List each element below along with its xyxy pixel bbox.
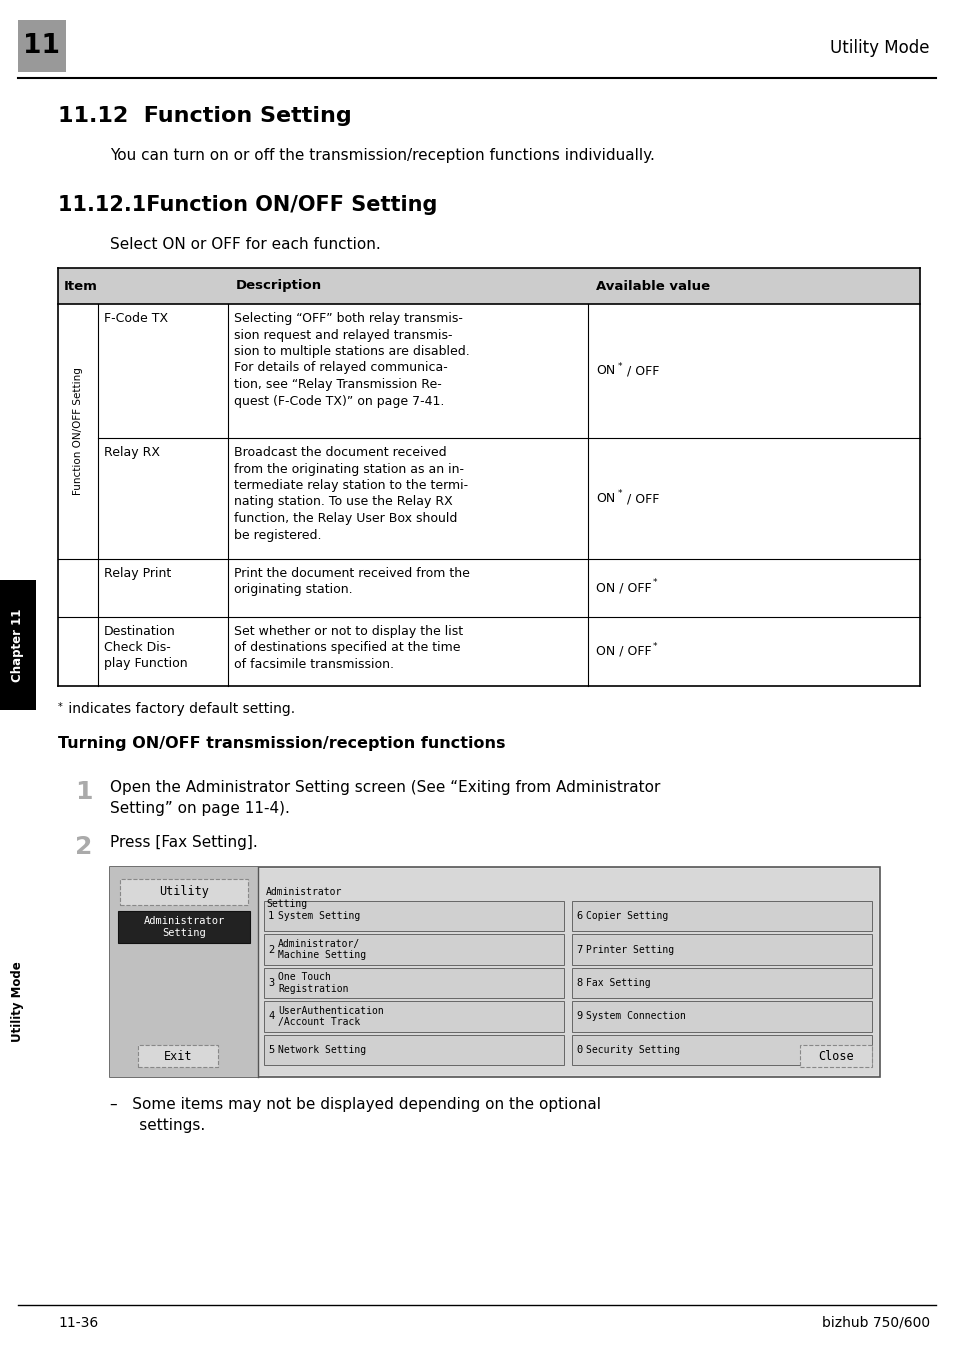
- Bar: [120, 879, 248, 904]
- Text: 4: 4: [268, 1011, 274, 1021]
- Text: Fax Setting: Fax Setting: [585, 977, 650, 988]
- Text: 2: 2: [75, 836, 92, 859]
- Text: *: *: [618, 489, 622, 498]
- Text: *: *: [618, 361, 622, 370]
- Text: Print the document received from the
originating station.: Print the document received from the ori…: [233, 566, 470, 596]
- Text: One Touch
Registration: One Touch Registration: [277, 972, 348, 994]
- Text: indicates factory default setting.: indicates factory default setting.: [64, 702, 294, 717]
- Text: Relay RX: Relay RX: [104, 446, 160, 458]
- Text: Relay Print: Relay Print: [104, 566, 172, 580]
- Text: Turning ON/OFF transmission/reception functions: Turning ON/OFF transmission/reception fu…: [58, 735, 505, 750]
- Text: Item: Item: [64, 280, 98, 292]
- Text: 2: 2: [268, 945, 274, 955]
- Text: System Connection: System Connection: [585, 1011, 685, 1021]
- Text: ON / OFF: ON / OFF: [596, 645, 651, 658]
- Text: Available value: Available value: [596, 280, 709, 292]
- Text: Destination
Check Dis-
play Function: Destination Check Dis- play Function: [104, 625, 188, 671]
- Bar: [118, 911, 250, 942]
- Text: Broadcast the document received
from the originating station as an in-
termediat: Broadcast the document received from the…: [233, 446, 468, 542]
- Text: 11-36: 11-36: [58, 1315, 98, 1330]
- Text: Utility Mode: Utility Mode: [830, 39, 929, 57]
- Text: Exit: Exit: [164, 1049, 193, 1063]
- Bar: [572, 900, 871, 932]
- Text: Administrator/
Machine Setting: Administrator/ Machine Setting: [277, 938, 366, 960]
- Text: 0: 0: [576, 1045, 581, 1055]
- Text: Selecting “OFF” both relay transmis-
sion request and relayed transmis-
sion to : Selecting “OFF” both relay transmis- sio…: [233, 312, 469, 407]
- Text: ON / OFF: ON / OFF: [596, 581, 651, 595]
- Text: 7: 7: [576, 945, 581, 955]
- Text: Set whether or not to display the list
of destinations specified at the time
of : Set whether or not to display the list o…: [233, 625, 462, 671]
- Text: bizhub 750/600: bizhub 750/600: [821, 1315, 929, 1330]
- Text: Select ON or OFF for each function.: Select ON or OFF for each function.: [110, 237, 380, 251]
- Bar: [572, 1002, 871, 1032]
- Text: F-Code TX: F-Code TX: [104, 312, 168, 324]
- Text: –   Some items may not be displayed depending on the optional
      settings.: – Some items may not be displayed depend…: [110, 1096, 600, 1133]
- Text: *: *: [58, 702, 63, 713]
- Text: You can turn on or off the transmission/reception functions individually.: You can turn on or off the transmission/…: [110, 147, 654, 164]
- Bar: [264, 1002, 563, 1032]
- Text: 3: 3: [268, 977, 274, 988]
- Text: Copier Setting: Copier Setting: [585, 911, 667, 921]
- Bar: [572, 968, 871, 998]
- Text: Close: Close: [818, 1049, 853, 1063]
- Text: Function ON/OFF Setting: Function ON/OFF Setting: [73, 368, 83, 495]
- Text: Chapter 11: Chapter 11: [11, 608, 25, 681]
- Text: *: *: [652, 642, 657, 652]
- Text: Administrator
Setting: Administrator Setting: [266, 887, 342, 909]
- Bar: [264, 968, 563, 998]
- Bar: [264, 1034, 563, 1065]
- Text: 1: 1: [75, 780, 92, 804]
- Bar: [138, 1045, 218, 1067]
- Text: Utility: Utility: [159, 886, 209, 899]
- Bar: [572, 1034, 871, 1065]
- Bar: [112, 869, 877, 1075]
- Text: Printer Setting: Printer Setting: [585, 945, 674, 955]
- Text: 11.12  Function Setting: 11.12 Function Setting: [58, 105, 352, 126]
- Text: 5: 5: [268, 1045, 274, 1055]
- Text: ON: ON: [596, 492, 615, 506]
- Text: Security Setting: Security Setting: [585, 1045, 679, 1055]
- Bar: [110, 867, 879, 1078]
- Bar: [18, 20, 66, 72]
- Text: 11.12.1Function ON/OFF Setting: 11.12.1Function ON/OFF Setting: [58, 195, 436, 215]
- Bar: [800, 1045, 871, 1067]
- Text: Network Setting: Network Setting: [277, 1045, 366, 1055]
- Bar: [264, 934, 563, 965]
- Text: Open the Administrator Setting screen (See “Exiting from Administrator
Setting” : Open the Administrator Setting screen (S…: [110, 780, 659, 817]
- Bar: [58, 268, 919, 304]
- Text: UserAuthentication
/Account Track: UserAuthentication /Account Track: [277, 1006, 383, 1028]
- Text: Administrator
Setting: Administrator Setting: [143, 915, 224, 938]
- Bar: [572, 934, 871, 965]
- Text: Press [Fax Setting].: Press [Fax Setting].: [110, 836, 257, 850]
- Text: 11: 11: [24, 32, 60, 59]
- Text: Utility Mode: Utility Mode: [11, 961, 25, 1042]
- Text: / OFF: / OFF: [622, 492, 659, 506]
- Text: *: *: [652, 579, 657, 588]
- Text: ON: ON: [596, 365, 615, 377]
- Bar: [264, 900, 563, 932]
- Text: 1: 1: [268, 911, 274, 921]
- Text: / OFF: / OFF: [622, 365, 659, 377]
- Text: 9: 9: [576, 1011, 581, 1021]
- Bar: [110, 867, 257, 1078]
- Bar: [0, 580, 36, 710]
- Text: 6: 6: [576, 911, 581, 921]
- Text: Description: Description: [235, 280, 322, 292]
- Text: 8: 8: [576, 977, 581, 988]
- Text: System Setting: System Setting: [277, 911, 360, 921]
